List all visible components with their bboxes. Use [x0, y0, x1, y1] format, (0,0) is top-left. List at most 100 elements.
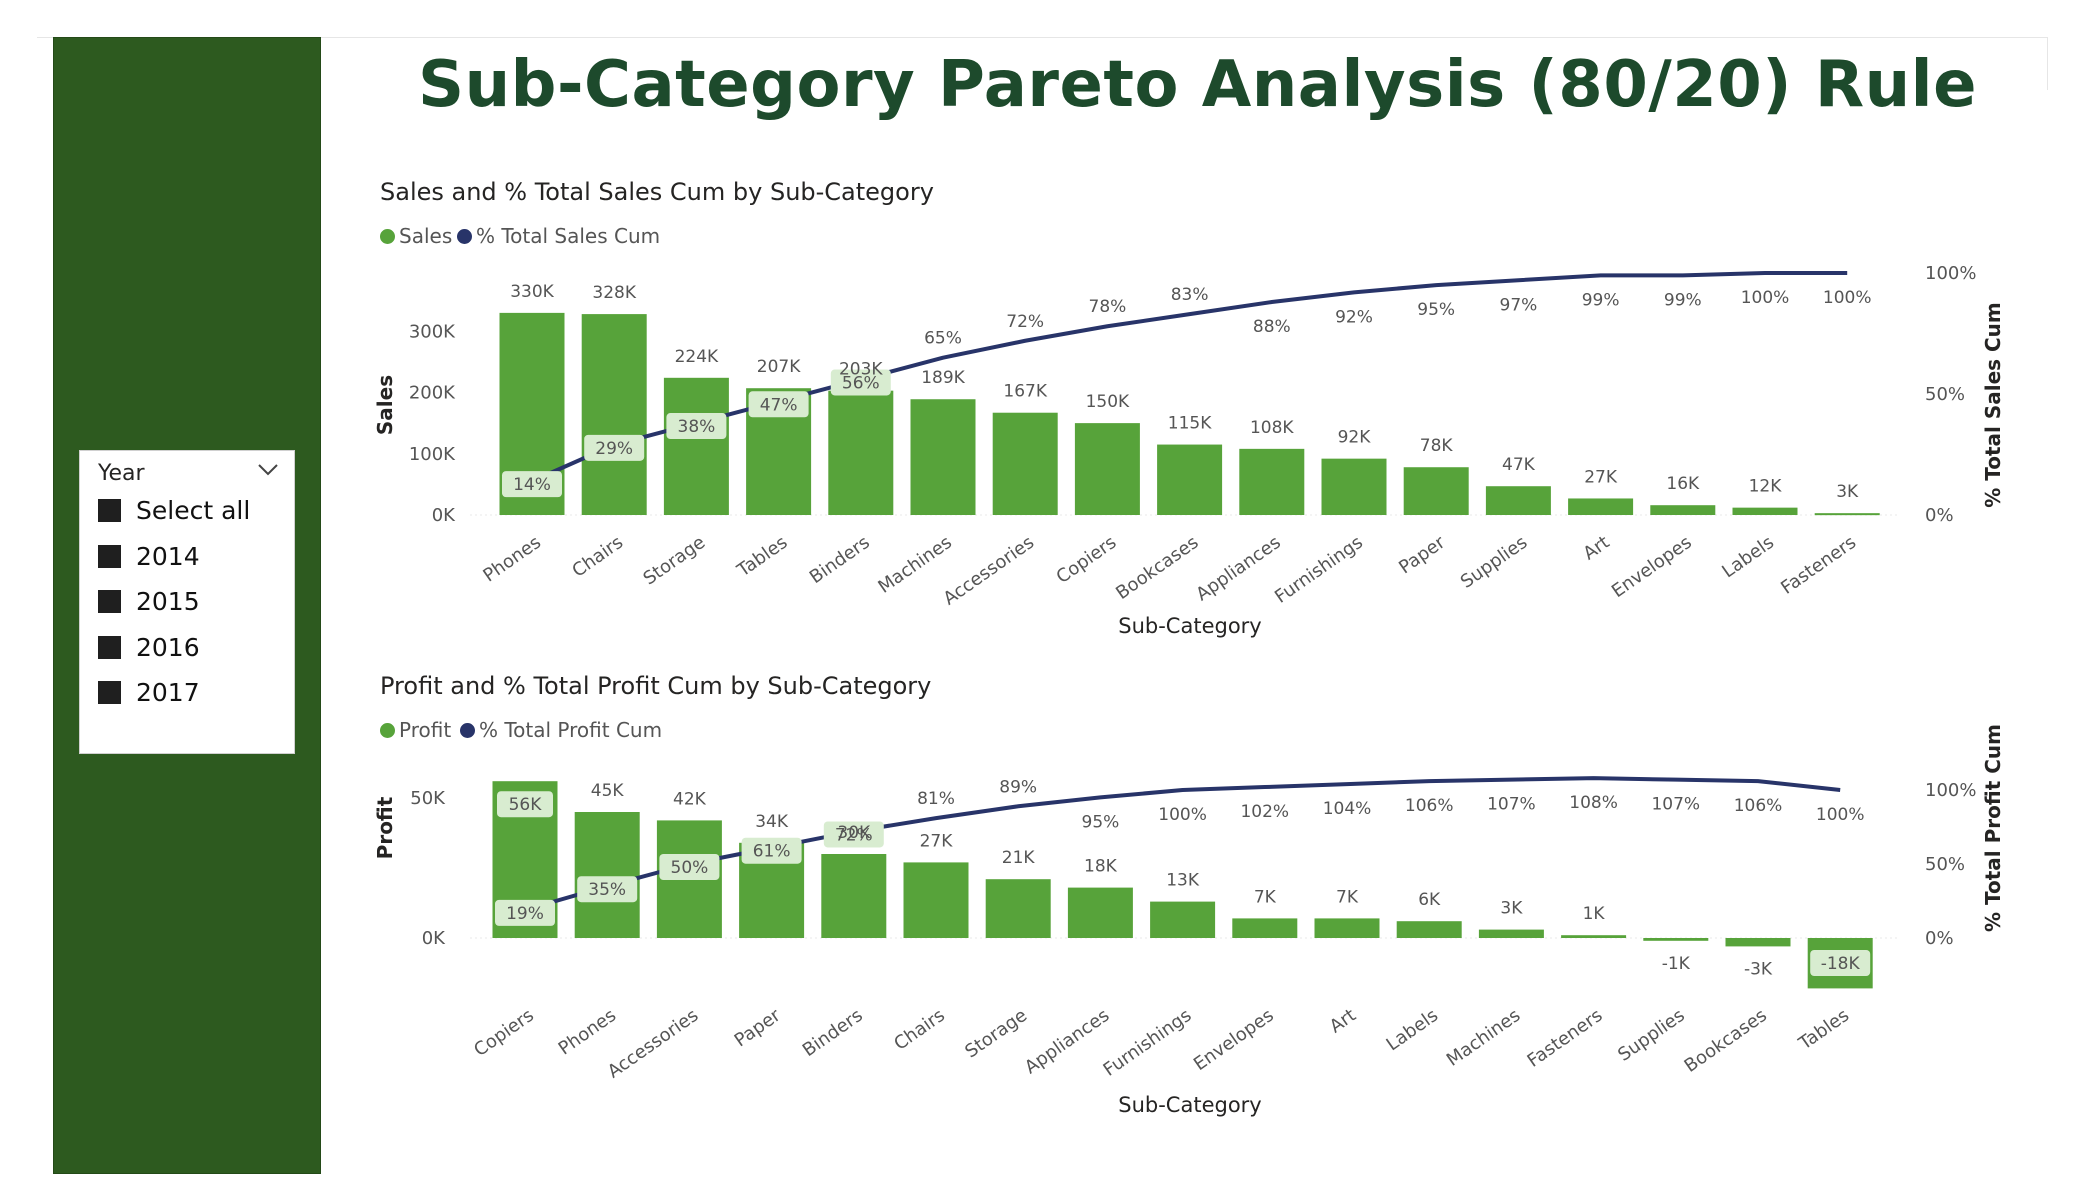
value-data-label: 1K	[1583, 904, 1606, 924]
value-data-label: 92K	[1338, 428, 1372, 448]
y2-tick-label: 100%	[1925, 780, 1976, 801]
value-data-label: 150K	[1086, 392, 1130, 412]
x-tick-label: Copiers	[1053, 532, 1121, 588]
checkbox-icon[interactable]	[98, 545, 121, 568]
x-tick-label: Bookcases	[1112, 532, 1202, 604]
legend-label: % Total Sales Cum	[476, 224, 661, 248]
pct-data-label: 99%	[1582, 290, 1620, 310]
slicer-item-label: 2017	[136, 678, 200, 707]
x-tick-label: Labels	[1718, 532, 1778, 582]
value-data-label: 6K	[1418, 890, 1441, 910]
slicer-item-2015[interactable]: 2015	[98, 586, 288, 626]
value-data-label: 330K	[510, 282, 554, 302]
x-tick-label: Accessories	[940, 532, 1038, 610]
bar	[574, 812, 640, 938]
slicer-header[interactable]: Year	[98, 457, 282, 487]
x-tick-label: Machines	[874, 532, 955, 598]
bar	[1478, 929, 1544, 938]
value-data-label: 27K	[920, 831, 954, 851]
bar	[1067, 887, 1133, 938]
pct-data-label: 89%	[999, 777, 1037, 797]
pct-label-bg	[830, 369, 891, 396]
chevron-down-icon[interactable]	[256, 461, 280, 479]
pct-data-label: 81%	[917, 789, 955, 809]
slicer-item-2016[interactable]: 2016	[98, 632, 288, 672]
value-data-label: 3K	[1500, 899, 1523, 919]
x-tick-label: Appliances	[1192, 532, 1284, 605]
x-tick-label: Art	[1326, 1005, 1360, 1038]
y-tick-label: 200K	[409, 383, 456, 404]
legend-dot-icon	[457, 229, 472, 244]
slicer-item-select-all[interactable]: Select all	[98, 495, 288, 535]
sales-pareto-chart[interactable]: 0K 100K 200K 300K 0% 50% 100% Sales % Total Sale…	[0, 255, 2075, 655]
slicer-item-label: 2015	[136, 587, 200, 616]
bar	[1643, 938, 1709, 941]
y-axis-title: Sales	[373, 375, 397, 435]
pct-data-label: 100%	[1816, 805, 1865, 825]
x-tick-label: Furnishings	[1271, 532, 1367, 608]
value-data-label: 21K	[1002, 848, 1036, 868]
bar	[1403, 467, 1469, 515]
pct-label-bg	[741, 837, 802, 864]
pct-data-label: 19%	[506, 904, 544, 924]
x-tick-label: Paper	[1395, 532, 1449, 579]
slicer-item-2014[interactable]: 2014	[98, 541, 288, 581]
pct-data-label: 104%	[1323, 799, 1372, 819]
bar	[1321, 458, 1387, 515]
pct-data-label: 106%	[1734, 796, 1783, 816]
y2-tick-label: 0%	[1925, 505, 1954, 526]
bar	[1568, 498, 1634, 515]
pct-label-bg	[502, 471, 562, 498]
x-tick-label: Paper	[731, 1005, 785, 1052]
pct-data-label: 108%	[1569, 793, 1618, 813]
value-data-label: 189K	[921, 368, 965, 388]
pct-data-label: 100%	[1741, 288, 1790, 308]
slicer-item-2017[interactable]: 2017	[98, 677, 288, 717]
value-data-label: -18K	[1821, 954, 1861, 974]
legend-dot-icon	[380, 229, 395, 244]
value-data-label: 203K	[839, 360, 883, 380]
x-tick-label: Supplies	[1457, 532, 1531, 593]
checkbox-icon[interactable]	[98, 681, 121, 704]
bar	[1725, 938, 1791, 947]
bar	[821, 854, 887, 938]
pct-label-bg	[666, 413, 727, 440]
pct-data-label: 78%	[1089, 297, 1127, 317]
bar	[992, 412, 1058, 515]
x-tick-label: Furnishings	[1100, 1005, 1196, 1081]
pct-data-label: 95%	[1417, 300, 1455, 320]
value-data-label: 78K	[1420, 436, 1454, 456]
bar	[581, 314, 647, 515]
checkbox-icon[interactable]	[98, 499, 121, 522]
pct-data-label: 88%	[1253, 317, 1291, 337]
bar	[1157, 444, 1223, 515]
bar	[1074, 423, 1140, 515]
pct-data-label: 99%	[1664, 290, 1702, 310]
x-tick-label: Chairs	[568, 532, 627, 582]
x-tick-label: Tables	[733, 532, 792, 582]
y2-axis-title: % Total Sales Cum	[1981, 302, 2005, 508]
pct-data-label: 72%	[1006, 312, 1044, 332]
profit-pareto-chart[interactable]: 0K 50K 0% 50% 100% Profit % Total Profit Cum Su…	[0, 724, 2075, 1130]
y-tick-label: 100K	[409, 444, 456, 465]
checkbox-icon[interactable]	[98, 636, 121, 659]
value-data-label: 3K	[1836, 482, 1859, 502]
x-axis-title: Sub-Category	[1118, 614, 1261, 638]
pct-data-label: 107%	[1651, 795, 1700, 815]
x-tick-label: Chairs	[890, 1005, 949, 1055]
x-tick-label: Supplies	[1614, 1005, 1688, 1066]
pct-data-label: 47%	[760, 395, 798, 415]
x-tick-label: Envelopes	[1190, 1005, 1278, 1075]
value-data-label: 27K	[1584, 467, 1618, 487]
pct-data-label: 29%	[595, 439, 633, 459]
checkbox-icon[interactable]	[98, 590, 121, 613]
pct-data-label: 95%	[1082, 812, 1120, 832]
year-slicer[interactable]: Year Select all 2014 2015 2016 2017	[79, 450, 295, 754]
value-data-label: 18K	[1084, 857, 1118, 877]
value-data-label: 34K	[755, 812, 789, 832]
y2-axis-title: % Total Profit Cum	[1981, 724, 2005, 932]
chart-title: Sales and % Total Sales Cum by Sub-Categ…	[380, 178, 934, 206]
bar	[828, 390, 894, 515]
bar	[985, 879, 1051, 938]
bar	[1314, 918, 1380, 938]
